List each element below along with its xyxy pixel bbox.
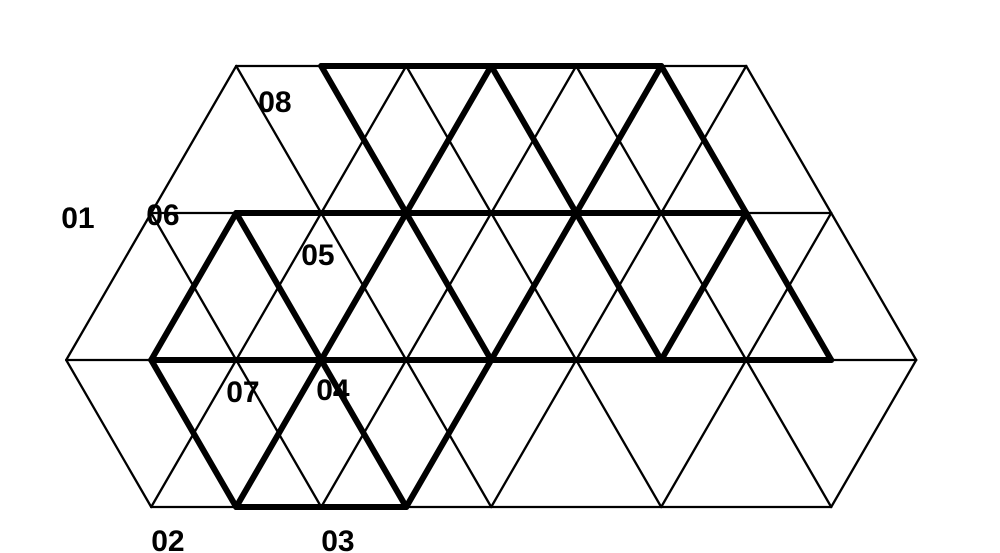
node-label-04: 04 bbox=[316, 374, 350, 407]
node-label-08: 08 bbox=[258, 86, 291, 119]
mesh-bold-lines bbox=[151, 66, 831, 507]
mesh-node-labels: 01 02 03 04 05 06 07 08 bbox=[61, 86, 354, 553]
node-label-05: 05 bbox=[301, 239, 334, 272]
node-label-02: 02 bbox=[151, 525, 184, 553]
triangular-mesh-diagram: 01 02 03 04 05 06 07 08 bbox=[0, 0, 1000, 553]
node-label-07: 07 bbox=[226, 376, 259, 409]
node-label-06: 06 bbox=[146, 199, 179, 232]
node-label-01: 01 bbox=[61, 202, 94, 235]
node-label-03: 03 bbox=[321, 525, 354, 553]
